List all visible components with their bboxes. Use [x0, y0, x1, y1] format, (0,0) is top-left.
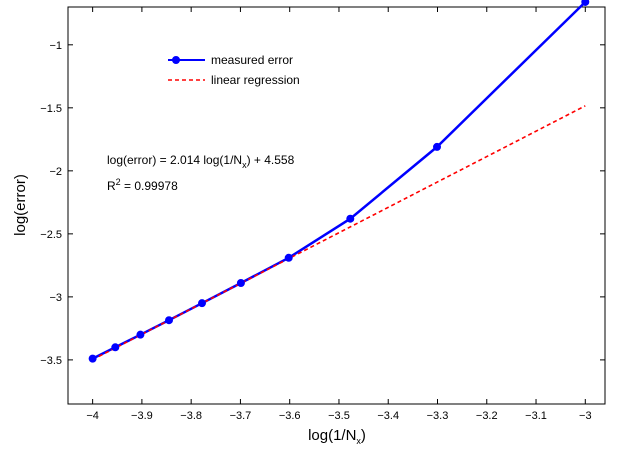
measured-error-point — [236, 279, 245, 288]
y-tick-label: −2.5 — [40, 229, 62, 241]
y-axis-label: log(error) — [12, 174, 29, 236]
series-layer — [88, 0, 590, 363]
measured-error-point — [88, 354, 97, 363]
x-tick-label: −3.7 — [230, 410, 252, 422]
y-tick-label: −2 — [49, 166, 62, 178]
measured-error-point — [581, 0, 590, 6]
x-tick-label: −3.8 — [180, 410, 202, 422]
measured-error-line — [92, 1, 587, 360]
x-tick-label: −3.5 — [328, 410, 350, 422]
x-tick-label: −3.2 — [476, 410, 498, 422]
measured-error-point — [433, 142, 442, 151]
plot-area — [67, 6, 606, 405]
x-tick-label: −3.1 — [525, 410, 547, 422]
y-tick-label: −3 — [49, 292, 62, 304]
legend-regression-label: linear regression — [211, 73, 300, 87]
measured-error-point — [164, 316, 173, 325]
x-tick-label: −3.4 — [377, 410, 399, 422]
linear-regression-line — [92, 105, 586, 361]
measured-error-point — [284, 253, 293, 262]
x-tick-label: −4 — [86, 410, 99, 422]
r-squared: R2 = 0.99978 — [107, 177, 178, 193]
y-tick-label: −3.5 — [40, 355, 62, 367]
measured-error-point — [111, 343, 120, 352]
legend: measured error linear regression — [168, 53, 300, 87]
x-tick-label: −3.3 — [427, 410, 449, 422]
y-tick-label: −1 — [49, 40, 62, 52]
y-tick-label: −1.5 — [40, 103, 62, 115]
x-tick-label: −3 — [579, 410, 592, 422]
measured-error-point — [346, 214, 355, 223]
y-axis-ticks: −3.5 −3 −2.5 −2 −1.5 −1 — [40, 40, 605, 367]
x-tick-label: −3.6 — [279, 410, 301, 422]
measured-error-point — [198, 299, 207, 308]
regression-equation: log(error) = 2.014 log(1/Nx) + 4.558 — [107, 153, 295, 170]
x-axis-ticks: −4 −3.9 −3.8 −3.7 −3.6 −3.5 −3.4 −3.3 −3.2 −3.1 −3 — [86, 7, 592, 422]
legend-measured-marker — [172, 56, 180, 64]
x-tick-label: −3.9 — [131, 410, 153, 422]
x-axis-label: log(1/Nx) — [308, 427, 366, 446]
measured-error-point — [136, 330, 145, 339]
legend-measured-label: measured error — [211, 53, 293, 67]
